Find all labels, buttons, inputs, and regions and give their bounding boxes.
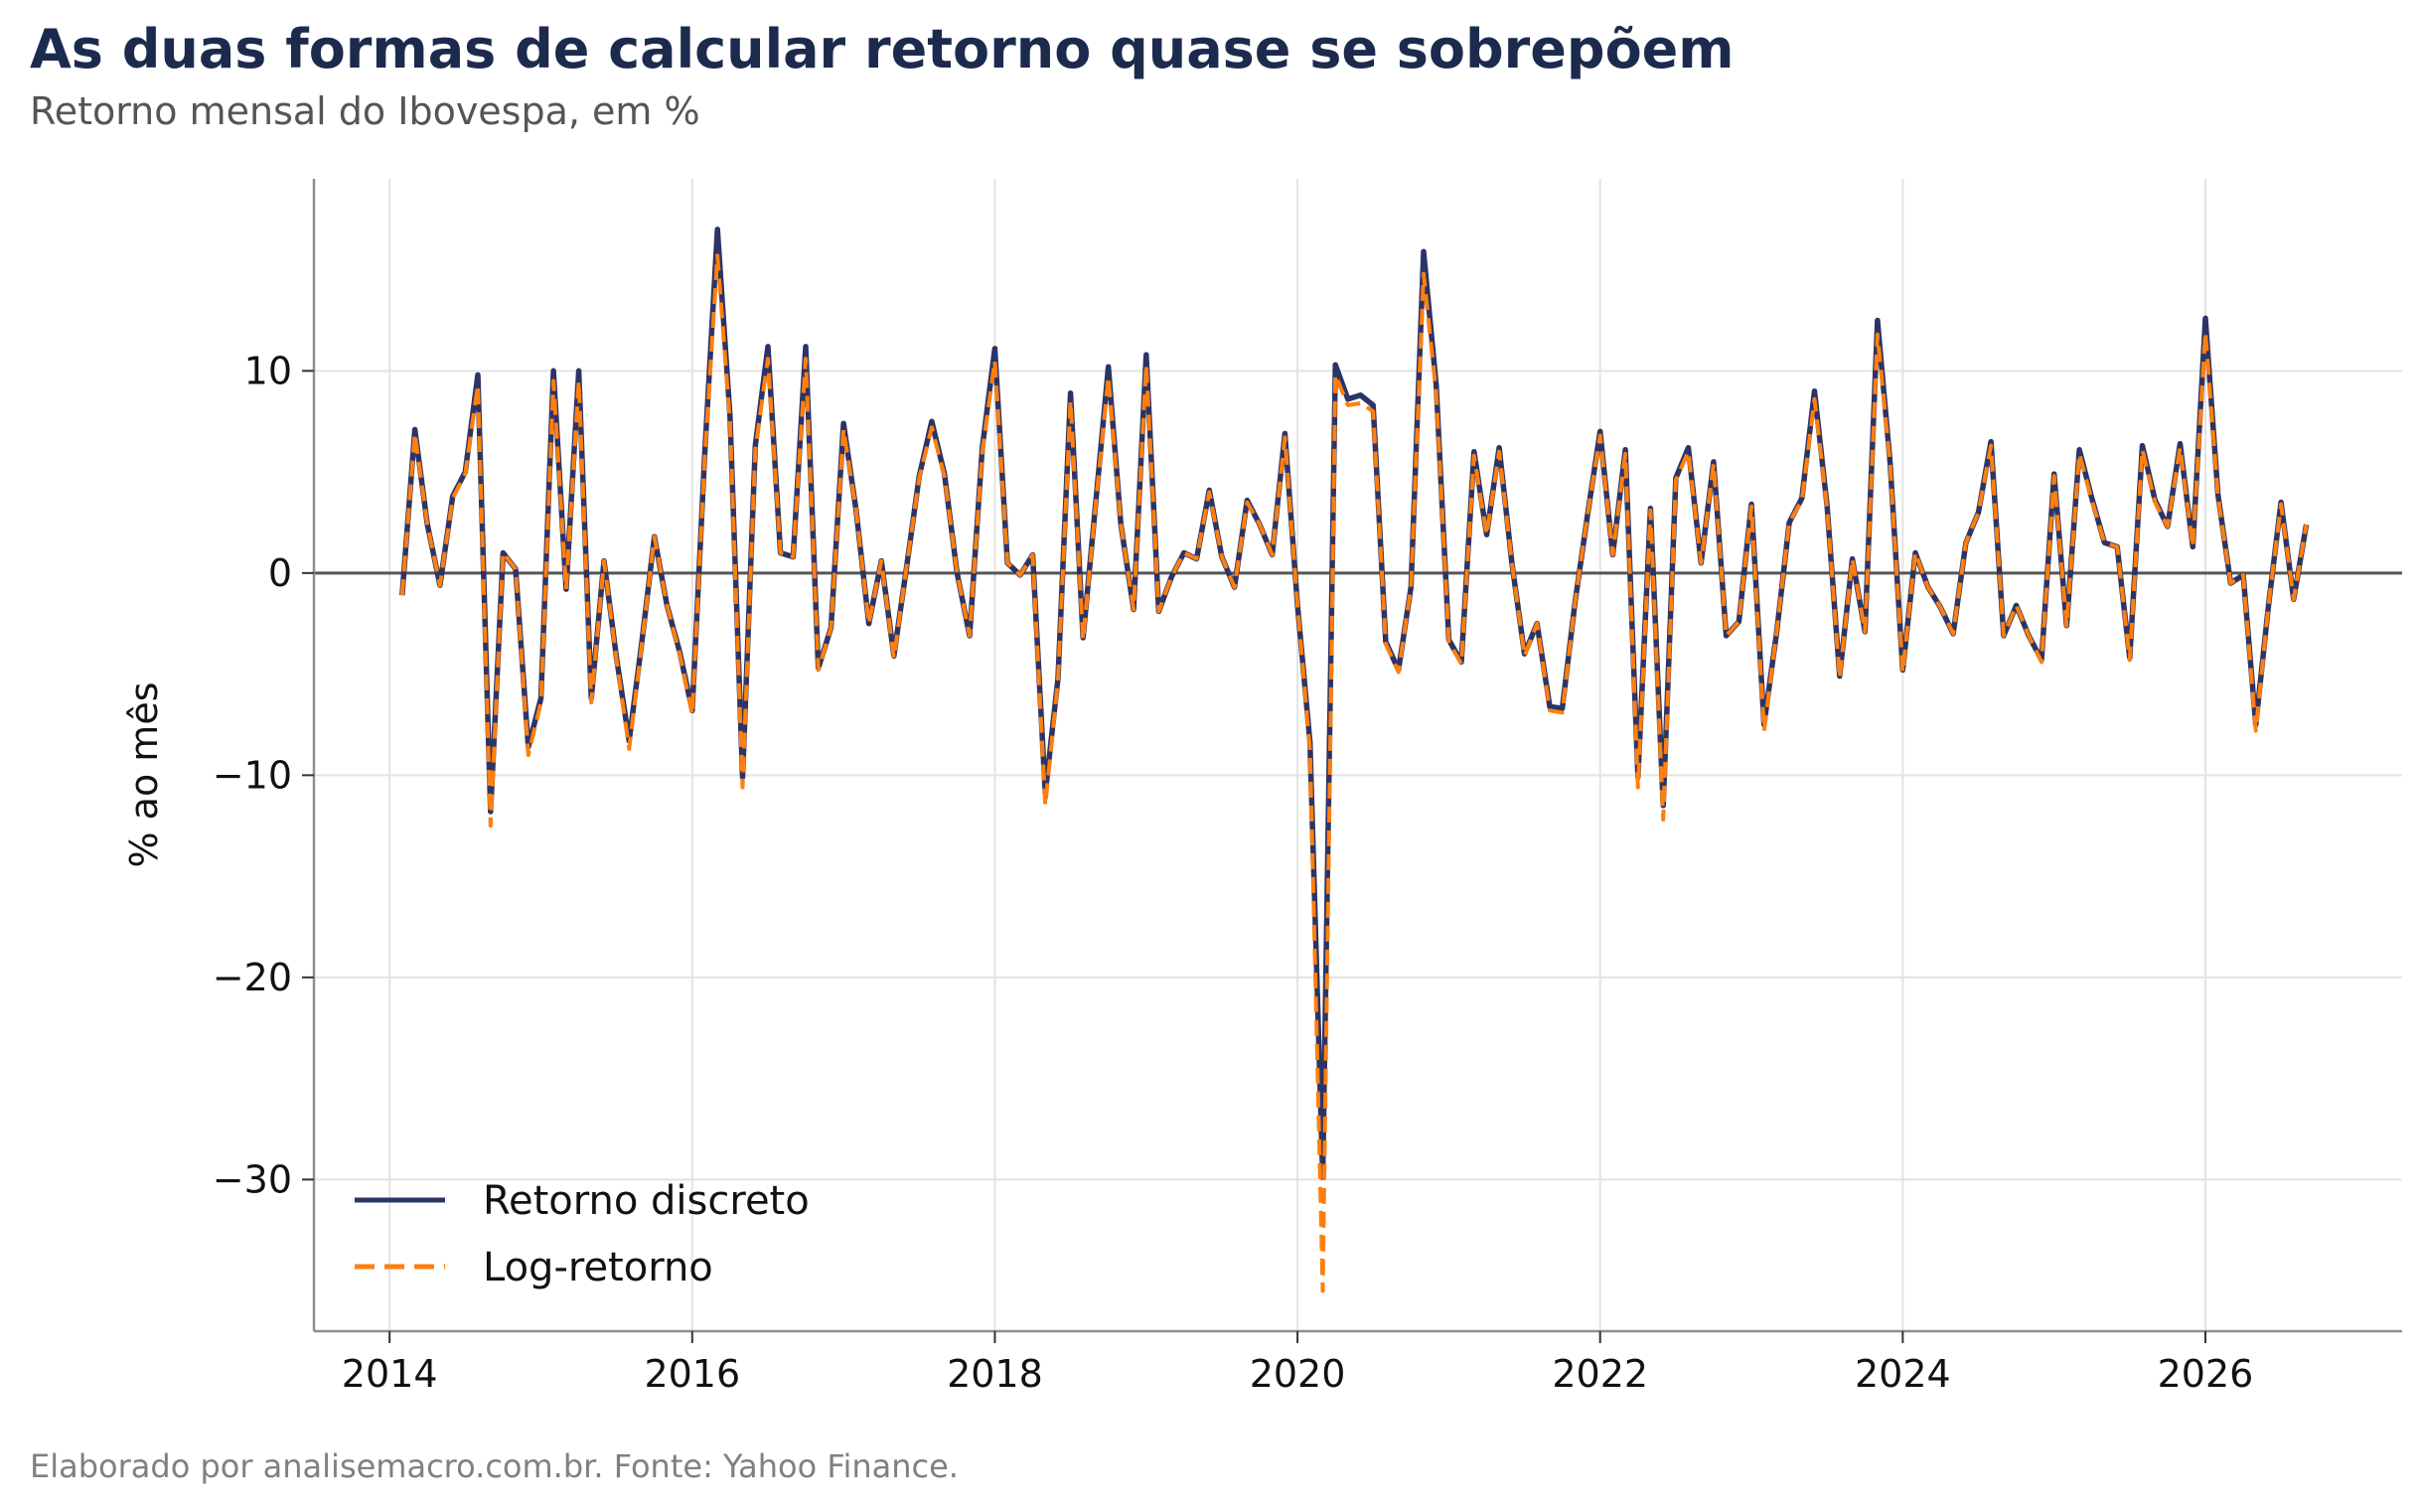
axes [312,179,2402,1333]
grid-lines [314,179,2402,1331]
series-lines [399,227,2310,1293]
y-axis-ticks: −30 −20 −10 0 10 [213,349,314,1201]
y-axis-label: % ao mês [122,682,166,868]
legend: Retorno discreto Log-retorno [355,1178,810,1290]
x-tick-label: 2016 [644,1352,740,1396]
chart-title: As duas formas de calcular retorno quase… [30,18,1735,80]
x-tick-label: 2014 [342,1352,438,1396]
y-tick-label: 0 [268,551,292,595]
x-tick-label: 2026 [2158,1352,2254,1396]
legend-label-log-retorno: Log-retorno [483,1245,713,1290]
y-tick-label: −10 [213,753,292,797]
x-axis-ticks: 2014 2016 2018 2020 2022 2024 2026 [342,1331,2254,1396]
y-tick-label: −20 [213,956,292,999]
legend-label-retorno-discreto: Retorno discreto [483,1178,810,1224]
x-tick-label: 2024 [1855,1352,1951,1396]
x-tick-label: 2022 [1552,1352,1648,1396]
y-tick-label: 10 [244,349,292,392]
series-line-log-retorno [399,253,2309,1293]
chart-subtitle: Retorno mensal do Ibovespa, em % [30,89,700,133]
x-tick-label: 2018 [947,1352,1043,1396]
y-tick-label: −30 [213,1157,292,1201]
source-caption: Elaborado por analisemacro.com.br. Fonte… [30,1447,959,1485]
x-tick-label: 2020 [1250,1352,1346,1396]
